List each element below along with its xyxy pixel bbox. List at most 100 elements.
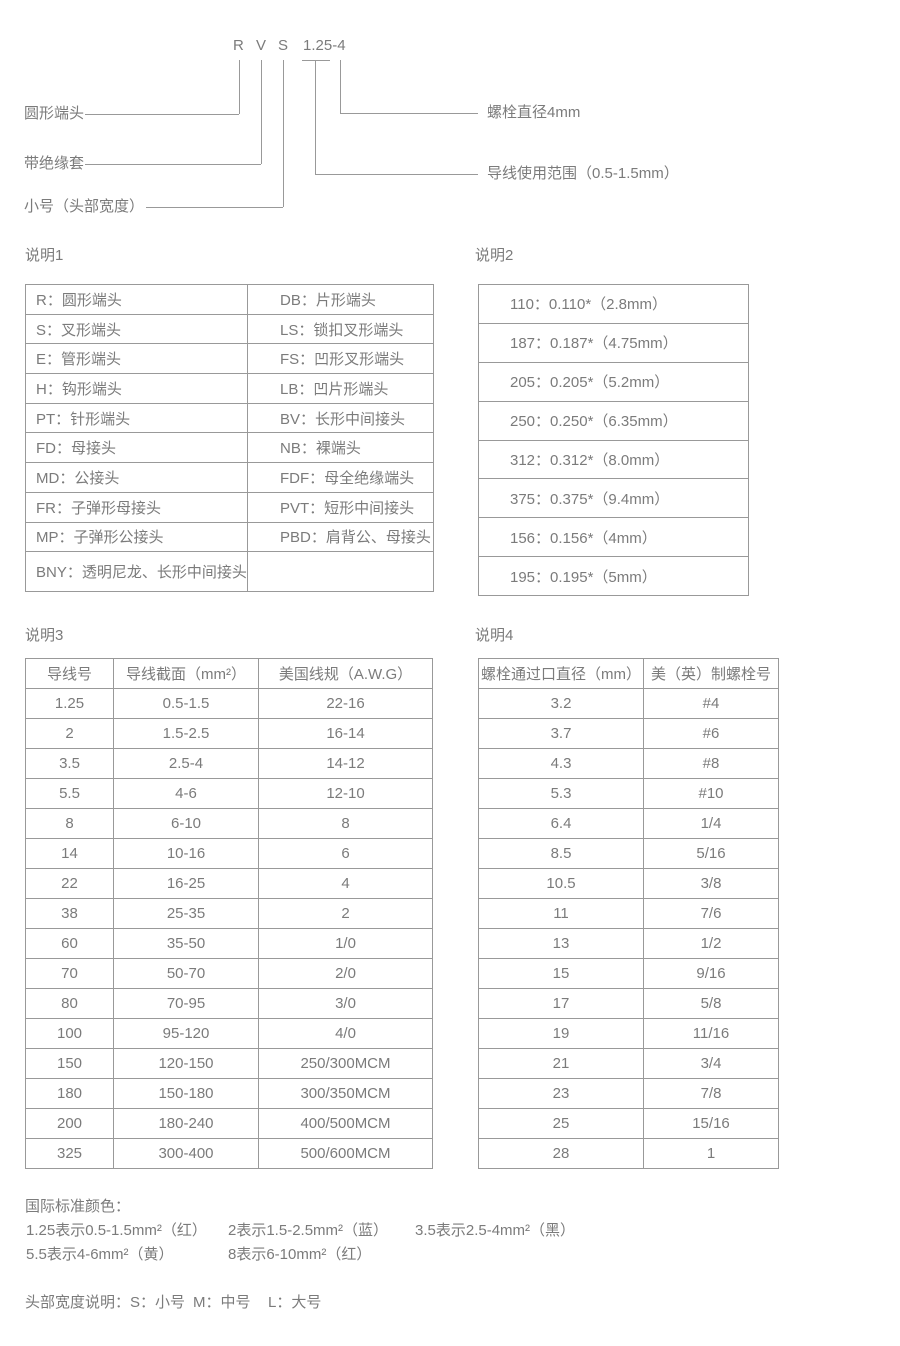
table-cell: 195：0.195*（5mm）	[478, 556, 749, 597]
lead-line-bolt-diameter	[340, 113, 478, 114]
table-cell: 3.2	[478, 688, 644, 719]
table-row: 1.25 0.5-1.5 22-16	[25, 688, 433, 719]
lead-line-round-terminal	[85, 114, 239, 115]
table-cell: 25-35	[113, 898, 259, 929]
table-cell: #8	[643, 748, 779, 779]
table-row: 150 120-150 250/300MCM	[25, 1048, 433, 1079]
table-cell: 500/600MCM	[258, 1138, 433, 1169]
table-cell: 14-12	[258, 748, 433, 779]
table-row: 5.3 #10	[478, 778, 779, 809]
table-cell: E：管形端头	[25, 343, 248, 375]
table-cell: 17	[478, 988, 644, 1019]
code-letter-r: R	[233, 37, 244, 54]
table-cell: 3.5	[25, 748, 114, 779]
table-cell: 80	[25, 988, 114, 1019]
table-cell: 250：0.250*（6.35mm）	[478, 400, 749, 441]
table-row: 4.3 #8	[478, 748, 779, 779]
table-cell: S：叉形端头	[25, 313, 248, 345]
table-cell: 19	[478, 1018, 644, 1049]
table-cell: #6	[643, 718, 779, 749]
color-note-5-5: 5.5表示4-6mm²（黄）	[26, 1246, 174, 1263]
table-cell: 13	[478, 928, 644, 959]
bolt-size-table: 螺栓通过口直径（mm） 美（英）制螺栓号 3.2 #4 3.7 #6 4.3 #8 5.3 #…	[478, 658, 779, 1169]
table-header-row: 导线号 导线截面（mm²） 美国线规（A.W.G）	[25, 658, 433, 689]
table-cell: 21	[478, 1048, 644, 1079]
table-cell: #10	[643, 778, 779, 809]
table-row: 2 1.5-2.5 16-14	[25, 718, 433, 749]
table-cell: 11/16	[643, 1018, 779, 1049]
table-cell: FDF：母全绝缘端头	[247, 462, 434, 493]
table-cell: 6.4	[478, 808, 644, 839]
table-row: BNY：透明尼龙、长形中间接头	[25, 551, 434, 593]
table-cell: PVT：短形中间接头	[247, 491, 434, 523]
table-cell: 4	[258, 868, 433, 899]
header-wire-section: 导线截面（mm²）	[113, 658, 259, 689]
table-cell: 1.5-2.5	[113, 718, 259, 749]
table-cell: 4-6	[113, 778, 259, 809]
table-row: 21 3/4	[478, 1048, 779, 1079]
header-awg: 美国线规（A.W.G）	[258, 658, 433, 689]
table-cell: 187：0.187*（4.75mm）	[478, 322, 749, 363]
table-cell: FR：子弹形母接头	[25, 491, 248, 523]
table-cell: 150	[25, 1048, 114, 1079]
table-row: 11 7/6	[478, 898, 779, 929]
table-cell: 3/4	[643, 1048, 779, 1079]
table-row: 3.5 2.5-4 14-12	[25, 748, 433, 779]
table-cell: 70-95	[113, 988, 259, 1019]
table-cell: 100	[25, 1018, 114, 1049]
table-cell: 156：0.156*（4mm）	[478, 517, 749, 558]
table-cell: 50-70	[113, 958, 259, 989]
lead-line-small-head	[146, 207, 283, 208]
table-cell: 8	[25, 808, 114, 839]
table-cell: 38	[25, 898, 114, 929]
table-cell: 2.5-4	[113, 748, 259, 779]
table-row: PT：针形端头 BV：长形中间接头	[25, 402, 434, 434]
table-cell: 23	[478, 1078, 644, 1109]
code-size-value: 1.25-4	[303, 37, 346, 54]
section-title-4: 说明4	[475, 627, 514, 644]
table-cell: 25	[478, 1108, 644, 1139]
table-row: 8 6-10 8	[25, 808, 433, 839]
color-note-2: 2表示1.5-2.5mm²（蓝）	[228, 1222, 389, 1239]
table-row: MP：子弹形公接头 PBD：肩背公、母接头	[25, 521, 434, 553]
label-small-head: 小号（头部宽度）	[24, 198, 145, 215]
color-note-8: 8表示6-10mm²（红）	[228, 1246, 372, 1263]
table-cell: 375：0.375*（9.4mm）	[478, 478, 749, 519]
table-row: 187：0.187*（4.75mm）	[478, 322, 749, 363]
table-cell: 4.3	[478, 748, 644, 779]
wire-gauge-table: 导线号 导线截面（mm²） 美国线规（A.W.G） 1.25 0.5-1.5 22-…	[25, 658, 433, 1169]
table-row: 8.5 5/16	[478, 838, 779, 869]
table-cell: 5/8	[643, 988, 779, 1019]
table-cell: 12-10	[258, 778, 433, 809]
code-letter-v: V	[256, 37, 267, 54]
table-cell: 150-180	[113, 1078, 259, 1109]
table-row: 325 300-400 500/600MCM	[25, 1138, 433, 1169]
table-cell: 8.5	[478, 838, 644, 869]
table-cell: H：钩形端头	[25, 373, 248, 404]
table-cell: 300/350MCM	[258, 1078, 433, 1109]
table-cell: 70	[25, 958, 114, 989]
connector-line-s	[283, 60, 284, 207]
table-cell: MP：子弹形公接头	[25, 521, 248, 553]
table-cell: 110：0.110*（2.8mm）	[478, 284, 749, 324]
table-cell: 22	[25, 868, 114, 899]
head-width-small: 头部宽度说明：S：小号	[25, 1294, 186, 1311]
table-header-row: 螺栓通过口直径（mm） 美（英）制螺栓号	[478, 658, 779, 689]
connector-line-125	[315, 61, 316, 175]
table-row: 80 70-95 3/0	[25, 988, 433, 1019]
table-cell: 1	[643, 1138, 779, 1169]
table-cell: 400/500MCM	[258, 1108, 433, 1139]
lead-line-wire-range	[315, 174, 478, 175]
table-cell: BV：长形中间接头	[247, 402, 434, 434]
table-cell: 16-14	[258, 718, 433, 749]
head-width-medium: M：中号	[193, 1294, 251, 1311]
table-row: 17 5/8	[478, 988, 779, 1019]
table-row: R：圆形端头 DB：片形端头	[25, 284, 434, 315]
table-row: FR：子弹形母接头 PVT：短形中间接头	[25, 491, 434, 523]
table-row: 22 16-25 4	[25, 868, 433, 899]
label-insulated-sleeve: 带绝缘套	[24, 155, 85, 172]
table-cell: NB：裸端头	[247, 432, 434, 464]
table-row: 10.5 3/8	[478, 868, 779, 899]
table-cell: 95-120	[113, 1018, 259, 1049]
